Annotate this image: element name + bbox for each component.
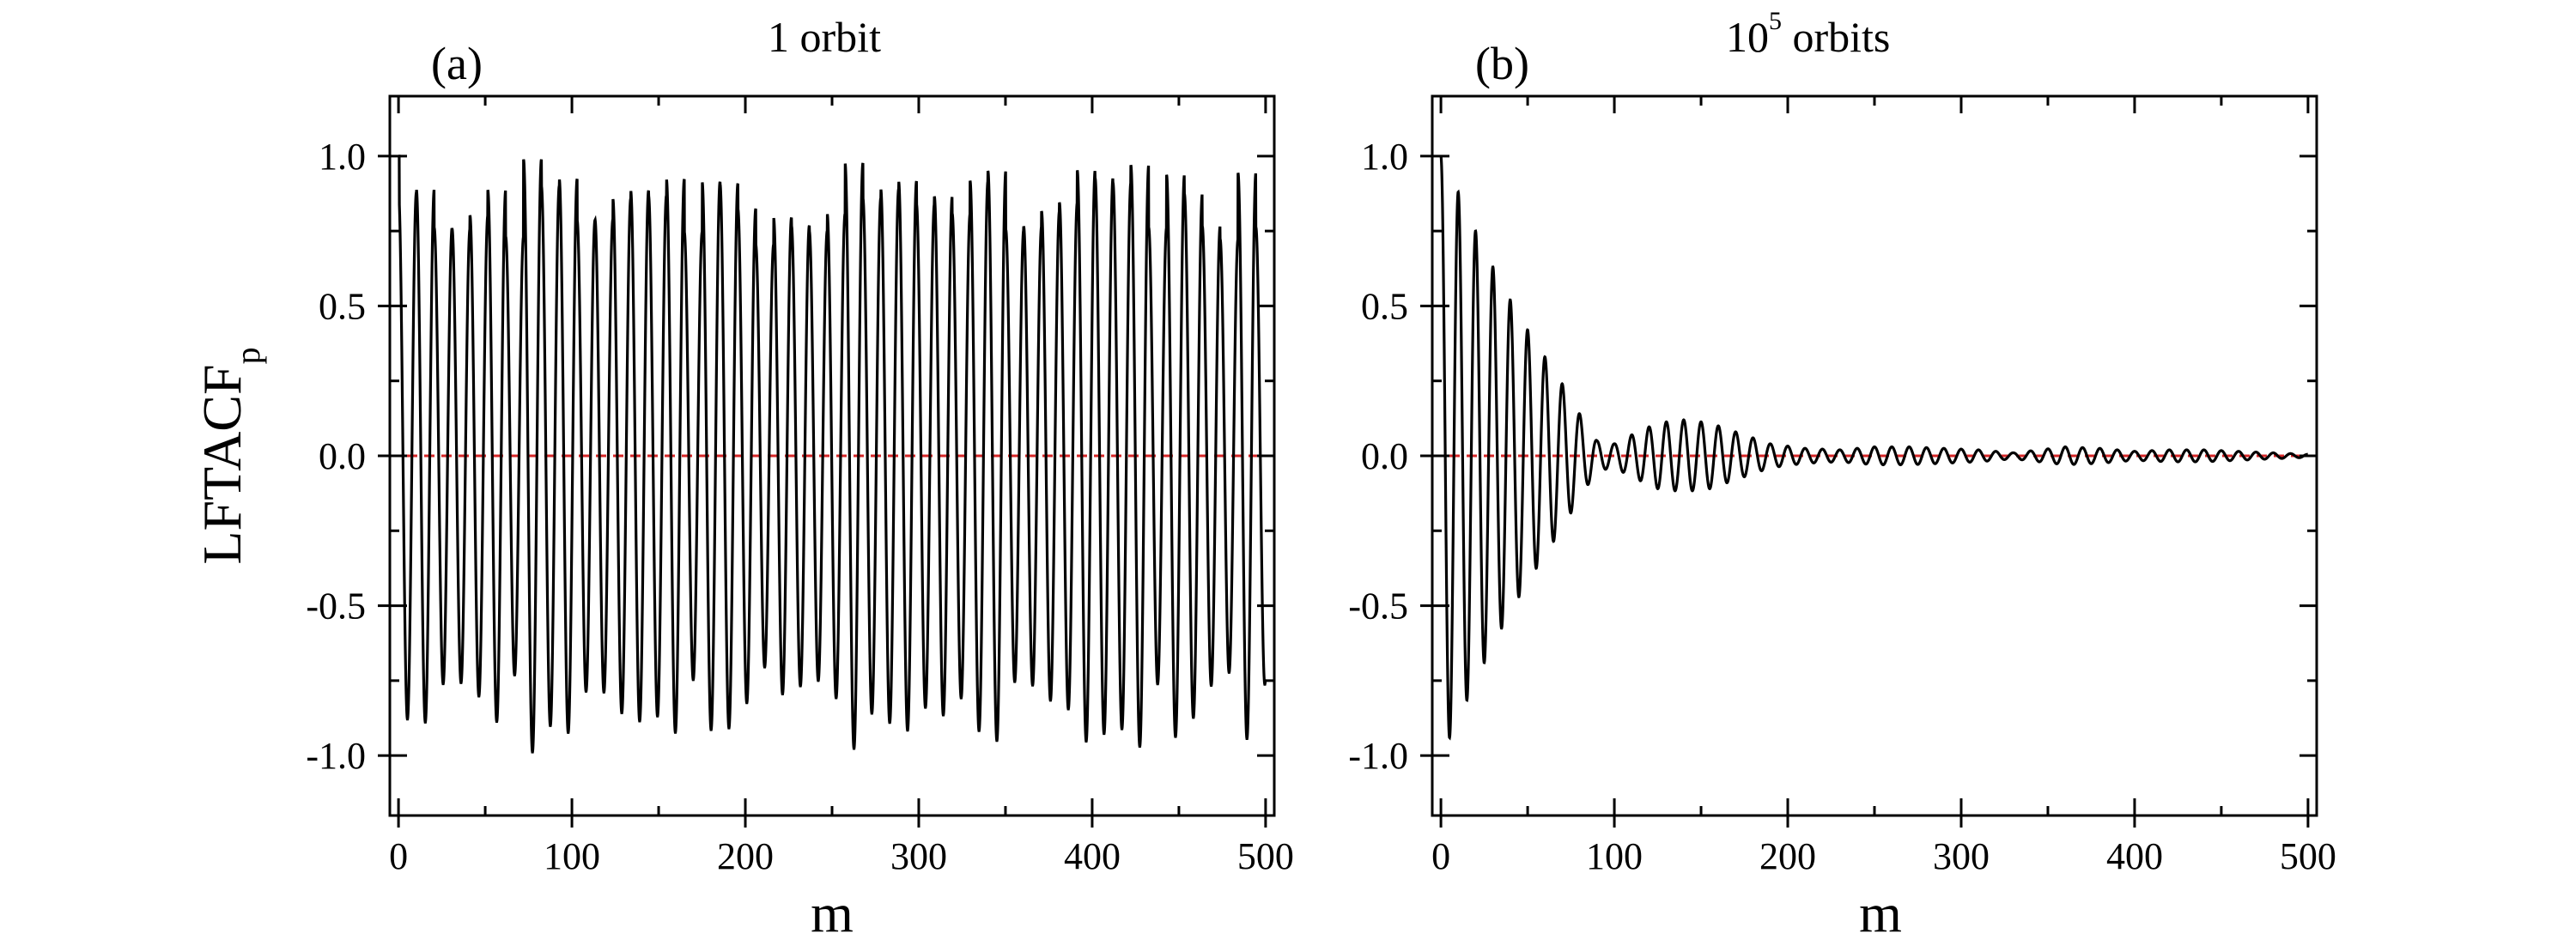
- x-tick-label-b: 100: [1586, 835, 1643, 877]
- y-ticks-a: -1.0 -0.5 0.0 0.5 1.0: [306, 136, 1274, 777]
- y-tick-label-a: 0.5: [319, 285, 366, 327]
- x-tick-label-a: 0: [389, 835, 408, 877]
- plot-frame-b: [1431, 94, 2318, 817]
- x-tick-label-a: 200: [717, 835, 774, 877]
- x-axis-label-a: m: [811, 882, 854, 943]
- y-tick-label-a: 1.0: [319, 136, 366, 178]
- panel-title-a: 1 orbit: [768, 13, 881, 61]
- panel-label-b: (b): [1475, 38, 1529, 89]
- panel-title-b-base: 10: [1726, 13, 1769, 61]
- panel-a: 0 100 200 300 400 500 -1.0 -0.5 0.0 0.5 1.0 (a) 1…: [191, 13, 1294, 943]
- y-tick-label-a: 0.0: [319, 435, 366, 477]
- x-ticks-a: 0 100 200 300 400 500: [389, 96, 1294, 877]
- y-tick-label-b: 0.5: [1361, 285, 1408, 327]
- panel-title-b-rest: orbits: [1782, 13, 1890, 61]
- x-tick-label-a: 500: [1237, 835, 1294, 877]
- x-tick-label-a: 400: [1064, 835, 1121, 877]
- x-tick-label-b: 200: [1759, 835, 1816, 877]
- panel-label-a: (a): [431, 38, 483, 89]
- y-tick-label-b: 0.0: [1361, 435, 1408, 477]
- y-tick-label-a: -0.5: [306, 585, 366, 628]
- y-tick-label-b: 1.0: [1361, 136, 1408, 178]
- x-tick-label-b: 400: [2106, 835, 2163, 877]
- y-axis-label-sub: p: [228, 347, 267, 364]
- svg-text:LFTACFp: LFTACFp: [191, 347, 267, 564]
- x-tick-label-a: 100: [544, 835, 600, 877]
- x-tick-label-b: 500: [2280, 835, 2336, 877]
- series-line-a: [398, 155, 1267, 754]
- series-line-b: [1439, 155, 2308, 741]
- panel-b: 0 100 200 300 400 500 -1.0 -0.5 0.0 0.5 1.0 (b) 1…: [1348, 7, 2336, 943]
- x-axis-label-b: m: [1859, 882, 1902, 943]
- y-axis-label: LFTACFp: [191, 347, 267, 564]
- x-tick-label-b: 0: [1431, 835, 1450, 877]
- y-tick-label-a: -1.0: [306, 735, 366, 777]
- x-tick-label-a: 300: [890, 835, 947, 877]
- panel-title-b: 105 orbits: [1726, 7, 1890, 61]
- x-ticks-b: 0 100 200 300 400 500: [1431, 96, 2336, 877]
- panel-title-b-exponent: 5: [1769, 7, 1782, 35]
- y-ticks-b: -1.0 -0.5 0.0 0.5 1.0: [1348, 136, 2317, 777]
- y-axis-label-main: LFTACF: [191, 364, 252, 564]
- y-tick-label-b: -0.5: [1348, 585, 1408, 628]
- x-tick-label-b: 300: [1933, 835, 1990, 877]
- y-tick-label-b: -1.0: [1348, 735, 1408, 777]
